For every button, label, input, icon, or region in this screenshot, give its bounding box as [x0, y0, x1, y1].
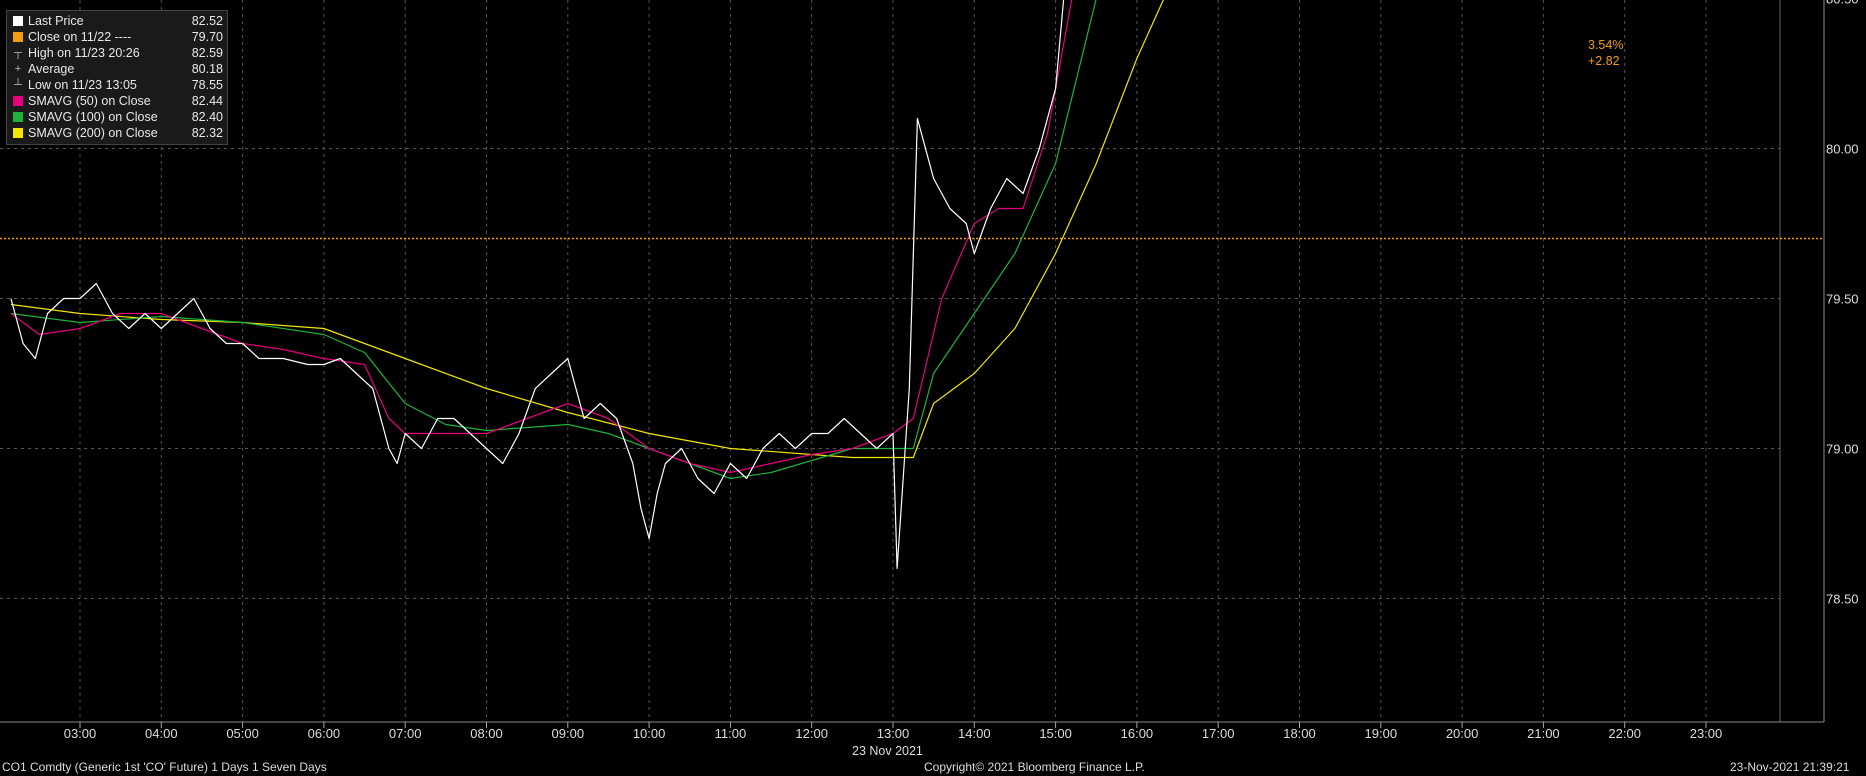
legend-swatch: [13, 96, 23, 106]
x-tick-label: 13:00: [877, 726, 910, 741]
x-tick-label: 21:00: [1527, 726, 1560, 741]
x-tick-label: 05:00: [226, 726, 259, 741]
legend-label: Last Price: [28, 14, 84, 28]
legend-row: + Average 80.18: [11, 61, 223, 77]
legend-swatch: +: [14, 63, 22, 75]
legend-row: Close on 11/22 ---- 79.70: [11, 29, 223, 45]
chart-grid: [0, 0, 1781, 722]
legend-row: SMAVG (50) on Close 82.44: [11, 93, 223, 109]
legend-row: ┴ Low on 11/23 13:05 78.55: [11, 77, 223, 93]
legend-swatch: ┬: [14, 47, 22, 59]
legend-value: 82.40: [191, 110, 223, 124]
legend-value: 82.59: [191, 46, 223, 60]
date-axis-label: 23 Nov 2021: [852, 744, 923, 758]
legend-swatch: [13, 32, 23, 42]
x-tick-label: 22:00: [1608, 726, 1641, 741]
timestamp-text: 23-Nov-2021 21:39:21: [1730, 760, 1850, 774]
legend-label: SMAVG (100) on Close: [28, 110, 158, 124]
legend-swatch: ┴: [14, 79, 22, 91]
chart-legend: Last Price 82.52 Close on 11/22 ---- 79.70 ┬…: [6, 10, 228, 145]
legend-value: 82.32: [191, 126, 223, 140]
legend-value: 80.18: [191, 62, 223, 76]
legend-swatch: [13, 112, 23, 122]
legend-label: High on 11/23 20:26: [28, 46, 140, 60]
x-tick-label: 04:00: [145, 726, 178, 741]
x-tick-label: 14:00: [958, 726, 991, 741]
x-tick-label: 16:00: [1121, 726, 1154, 741]
axes-layer: 78.5079.0079.5080.0080.5081.0081.5082.00…: [0, 0, 1859, 741]
x-tick-label: 07:00: [389, 726, 422, 741]
legend-row: Last Price 82.52: [11, 13, 223, 29]
y-tick-label: 78.50: [1826, 592, 1859, 607]
y-tick-label: 79.50: [1826, 292, 1859, 307]
copyright-text: Copyright© 2021 Bloomberg Finance L.P.: [924, 760, 1145, 774]
legend-label: Average: [28, 62, 75, 76]
legend-value: 82.44: [191, 94, 223, 108]
y-tick-label: 79.00: [1826, 442, 1859, 457]
series-line-smavg-50: [10, 0, 1073, 474]
legend-label: Close on 11/22 ----: [28, 30, 132, 44]
series-line-last-price: [10, 0, 1065, 570]
x-tick-label: 20:00: [1446, 726, 1479, 741]
legend-label: SMAVG (50) on Close: [28, 94, 151, 108]
change-absolute-label: +2.82: [1588, 54, 1620, 68]
x-tick-label: 12:00: [795, 726, 828, 741]
x-tick-label: 06:00: [308, 726, 341, 741]
security-description: CO1 Comdty (Generic 1st 'CO' Future) 1 D…: [2, 760, 327, 774]
legend-swatch: [13, 16, 23, 26]
change-percent-label: 3.54%: [1588, 38, 1624, 52]
legend-label: SMAVG (200) on Close: [28, 126, 158, 140]
x-tick-label: 11:00: [715, 726, 747, 741]
legend-label: Low on 11/23 13:05: [28, 78, 137, 92]
legend-value: 79.70: [191, 30, 223, 44]
y-tick-label: 80.50: [1826, 0, 1859, 7]
x-tick-label: 15:00: [1039, 726, 1072, 741]
series-layer: [10, 0, 1164, 570]
legend-value: 78.55: [191, 78, 223, 92]
x-tick-label: 08:00: [470, 726, 503, 741]
x-tick-label: 17:00: [1202, 726, 1235, 741]
legend-value: 82.52: [191, 14, 223, 28]
series-line-smavg-200: [10, 0, 1164, 459]
x-tick-label: 03:00: [64, 726, 97, 741]
x-tick-label: 09:00: [552, 726, 585, 741]
legend-row: ┬ High on 11/23 20:26 82.59: [11, 45, 223, 61]
legend-row: SMAVG (100) on Close 82.40: [11, 109, 223, 125]
legend-swatch: [13, 128, 23, 138]
y-tick-label: 80.00: [1826, 142, 1859, 157]
x-tick-label: 18:00: [1283, 726, 1316, 741]
x-tick-label: 19:00: [1365, 726, 1398, 741]
legend-row: SMAVG (200) on Close 82.32: [11, 125, 223, 141]
x-tick-label: 10:00: [633, 726, 666, 741]
x-tick-label: 23:00: [1690, 726, 1723, 741]
